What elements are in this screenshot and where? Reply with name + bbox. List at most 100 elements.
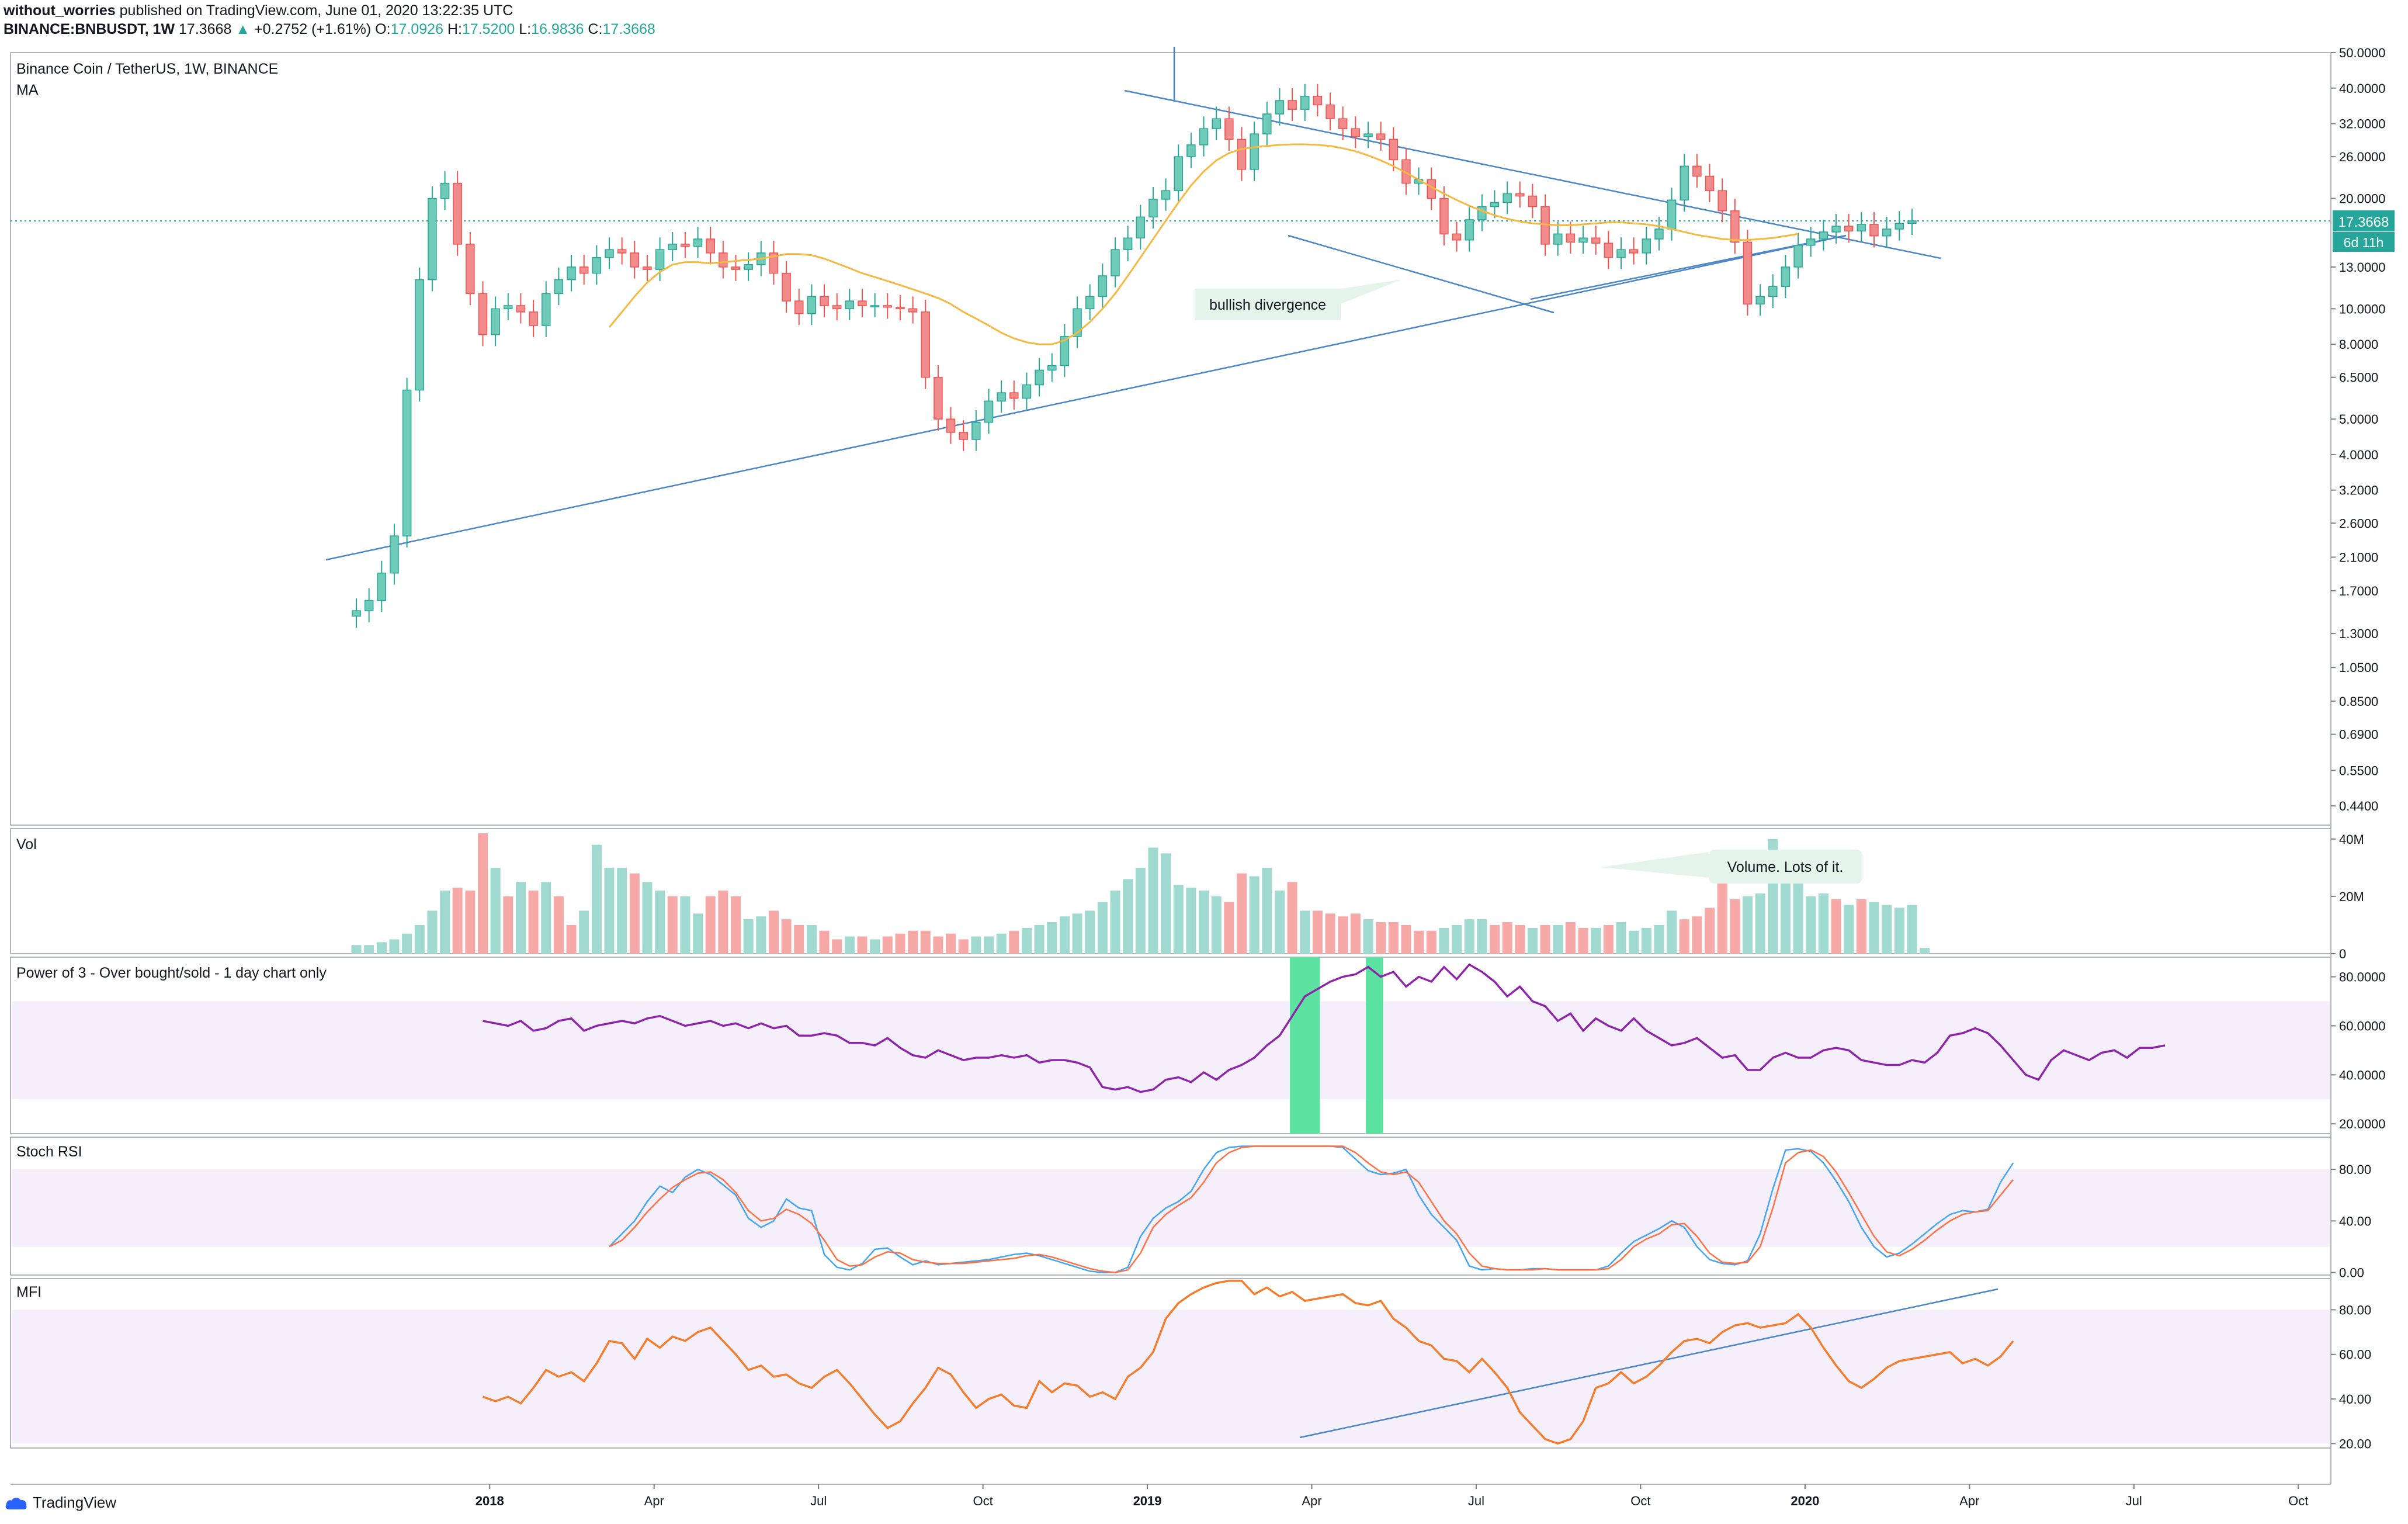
volume-bar <box>870 939 880 954</box>
candle <box>1768 274 1778 309</box>
candle-body <box>1857 224 1866 232</box>
candle-body <box>579 266 589 274</box>
candle-body <box>554 279 564 295</box>
candle-body <box>1363 133 1373 137</box>
candle-body <box>1186 144 1196 157</box>
volume-bar <box>1072 913 1082 954</box>
candle <box>529 299 538 337</box>
up-arrow-icon: ▲ <box>235 21 251 37</box>
change-value: +0.2752 (+1.61%) <box>254 21 372 37</box>
candle-body <box>1717 190 1727 212</box>
candle <box>1705 164 1715 203</box>
volume-bar <box>490 867 501 954</box>
candle <box>1844 214 1854 243</box>
close-value: 17.3668 <box>602 21 655 37</box>
volume-bar <box>1059 916 1070 954</box>
annotation-volume[interactable]: Volume. Lots of it. <box>1601 850 1862 884</box>
low-value: 16.9836 <box>531 21 584 37</box>
candle-body <box>1642 238 1651 254</box>
candle-body <box>1503 193 1512 203</box>
vol-tick-label: 0 <box>2339 947 2346 961</box>
candle <box>1085 284 1095 321</box>
candle-body <box>1755 296 1765 305</box>
candle-body <box>605 249 614 258</box>
candle <box>1477 194 1487 231</box>
volume-bar <box>1414 930 1424 954</box>
candle <box>1161 178 1171 211</box>
candle-body <box>352 610 361 617</box>
stoch-pane-title: Stoch RSI <box>16 1144 82 1160</box>
volume-bars <box>351 833 1930 954</box>
candle-body <box>1389 138 1399 161</box>
candle-body <box>1591 237 1601 244</box>
candle <box>1035 358 1044 397</box>
candle <box>1806 227 1816 257</box>
candle-body <box>1022 384 1032 399</box>
candle-body <box>390 535 399 574</box>
trend-line <box>1288 234 1555 314</box>
candle <box>1869 212 1879 248</box>
candle <box>1616 237 1626 269</box>
indicator-tick-label: 40.00 <box>2339 1214 2371 1228</box>
open-label: O: <box>375 21 391 37</box>
candle-body <box>516 305 526 313</box>
trend-lines <box>325 47 1998 1439</box>
candle <box>390 524 399 585</box>
indicator-band <box>12 1310 2330 1444</box>
candle <box>516 293 526 324</box>
candle-body <box>453 182 462 245</box>
volume-bar <box>844 936 855 954</box>
indicator-tick-label: 40.0000 <box>2339 1068 2386 1082</box>
last-price-label: 17.3668 6d 11h <box>2333 210 2395 252</box>
volume-bar <box>1173 885 1184 954</box>
candle-body <box>1174 156 1183 192</box>
candle <box>1667 188 1677 241</box>
candle <box>1186 132 1196 168</box>
candle <box>567 254 576 292</box>
candle <box>1199 116 1209 157</box>
candle-body <box>984 400 994 423</box>
indicator-bands <box>12 1001 2330 1444</box>
volume-bar <box>1844 905 1854 954</box>
price-tick-label: 2.6000 <box>2339 516 2378 531</box>
candle <box>554 267 564 306</box>
candle-body <box>1073 308 1082 337</box>
volume-bar <box>857 936 868 954</box>
candle <box>1857 212 1866 243</box>
candle-body <box>1667 199 1677 230</box>
candle <box>605 237 614 269</box>
volume-bar <box>1148 847 1158 954</box>
candle <box>1136 205 1146 250</box>
candle-body <box>971 421 981 440</box>
candle-body <box>1604 243 1614 258</box>
candle <box>1629 237 1639 265</box>
volume-bar <box>1338 916 1348 954</box>
volume-bar <box>1490 924 1500 954</box>
candle <box>744 252 753 281</box>
candle <box>1465 207 1474 252</box>
annotation-bullish-divergence[interactable]: bullish divergence <box>1195 279 1402 320</box>
volume-bar <box>1780 867 1791 954</box>
price-tick-label: 1.0500 <box>2339 660 2378 675</box>
volume-bar <box>1199 891 1209 954</box>
tradingview-logo[interactable]: TradingView <box>5 1494 116 1512</box>
volume-bar <box>1047 922 1057 954</box>
candle <box>896 295 905 321</box>
volume-bar <box>1856 899 1866 954</box>
candle-body <box>440 182 450 199</box>
candle <box>1578 226 1588 254</box>
candle <box>845 289 855 321</box>
candle-body <box>744 264 753 270</box>
candle-body <box>1060 336 1070 366</box>
candle-body <box>693 238 703 247</box>
axes: 50.0000 40.0000 32.0000 26.0000 20.0000 13.00… <box>476 46 2386 1508</box>
tradingview-brand: TradingView <box>33 1494 117 1511</box>
volume-bar <box>667 896 678 954</box>
candle-body <box>908 308 918 313</box>
volume-bar <box>629 873 640 954</box>
author-name[interactable]: without_worries <box>4 2 116 19</box>
candle-body <box>1907 220 1917 224</box>
candle <box>1895 211 1904 241</box>
published-text: published on TradingView.com, June 01, 2… <box>119 2 513 19</box>
